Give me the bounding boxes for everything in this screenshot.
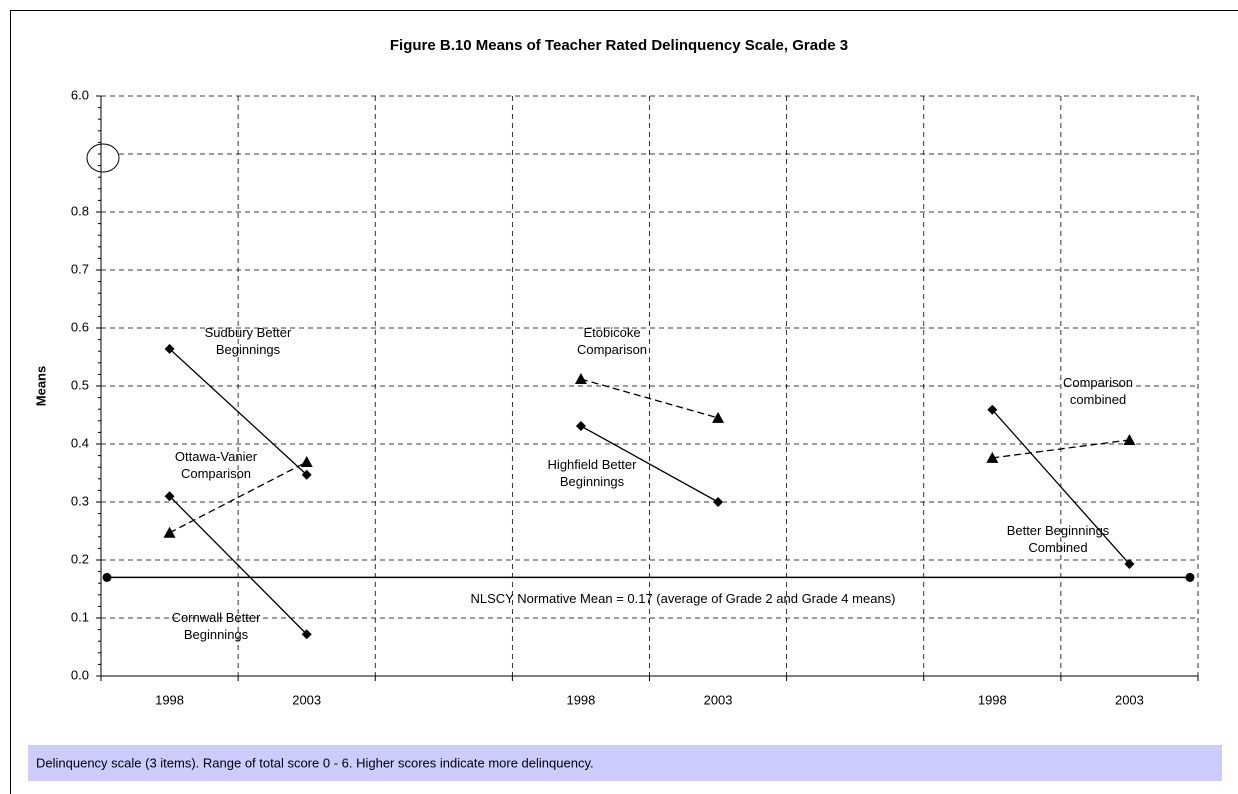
series-label: Etobicoke Comparison: [577, 325, 647, 357]
series-label-line: Ottawa-Vanier: [175, 449, 258, 464]
series-label-line: combined: [1070, 392, 1126, 407]
y-tick-label: 0.7: [71, 261, 89, 276]
series-label-line: Etobicoke: [583, 325, 640, 340]
x-tick-label: 1998: [978, 692, 1007, 707]
diamond-marker: [575, 421, 586, 432]
series-label-line: Comparison: [1063, 375, 1133, 390]
note-box: [28, 745, 1222, 781]
series-label-line: Cornwall Better: [172, 610, 262, 625]
x-tick-label: 1998: [566, 692, 595, 707]
triangle-marker: [712, 411, 725, 423]
reference-end: [1185, 572, 1195, 582]
note: Delinquency scale (3 items). Range of to…: [36, 755, 594, 770]
triangle-marker: [163, 526, 176, 538]
series-label-line: Better Beginnings: [1007, 523, 1110, 538]
series-line: [991, 409, 1130, 565]
diamond-marker: [1124, 559, 1135, 570]
series-label: Sudbury Better Beginnings: [205, 325, 292, 357]
x-tick-label: 2003: [292, 692, 321, 707]
series-line: [169, 461, 307, 534]
series-line: [580, 425, 719, 503]
series-label: Better Beginnings Combined: [1007, 523, 1110, 555]
diamond-marker: [713, 497, 724, 507]
y-axis-label: Means: [33, 366, 48, 406]
triangle-marker: [300, 455, 313, 467]
series-label-line: Beginnings: [216, 342, 281, 357]
series-line: [169, 348, 308, 476]
series-line: [169, 495, 308, 635]
diamond-marker: [987, 404, 998, 415]
series-label: Comparison combined: [1063, 375, 1133, 407]
series-label-line: Combined: [1028, 540, 1087, 555]
series-label-line: Sudbury Better: [205, 325, 292, 340]
triangle-marker: [574, 373, 587, 385]
chart-title: Figure B.10 Means of Teacher Rated Delin…: [390, 37, 848, 54]
y-tick-label: 0.6: [71, 319, 89, 334]
x-tick-label: 2003: [704, 692, 733, 707]
series-label-line: Comparison: [577, 342, 647, 357]
series-label: Ottawa-Vanier Comparison: [175, 449, 258, 481]
series-line: [992, 439, 1130, 459]
x-tick-label: 1998: [155, 692, 184, 707]
axis-break: [86, 143, 120, 173]
triangle-marker: [1123, 433, 1136, 445]
y-tick-label: 0.0: [71, 667, 89, 682]
diamond-marker: [301, 469, 312, 480]
y-tick-label: 0.1: [71, 609, 89, 624]
series-label-line: Beginnings: [184, 627, 249, 642]
y-tick-label: 0.3: [71, 493, 89, 508]
x-tick-label: 2003: [1115, 692, 1144, 707]
y-tick-label: 6.0: [71, 87, 89, 102]
diamond-marker: [164, 491, 175, 502]
series-label: Cornwall Better Beginnings: [172, 610, 262, 642]
diamond-marker: [301, 629, 312, 640]
triangle-marker: [986, 451, 999, 463]
diamond-marker: [164, 343, 175, 354]
series-label: Highfield Better Beginnings: [548, 457, 638, 489]
reference-end: [102, 572, 112, 582]
series-line: [580, 378, 719, 419]
y-tick-label: 0.2: [71, 551, 89, 566]
series-label-line: Beginnings: [560, 474, 625, 489]
reference-label: NLSCY Normative Mean = 0.17 (average of …: [470, 591, 895, 606]
series-label-line: Highfield Better: [548, 457, 638, 472]
y-tick-label: 0.8: [71, 203, 89, 218]
series-label-line: Comparison: [181, 466, 251, 481]
y-tick-label: 0.5: [71, 377, 89, 392]
y-tick-label: 0.4: [71, 435, 89, 450]
